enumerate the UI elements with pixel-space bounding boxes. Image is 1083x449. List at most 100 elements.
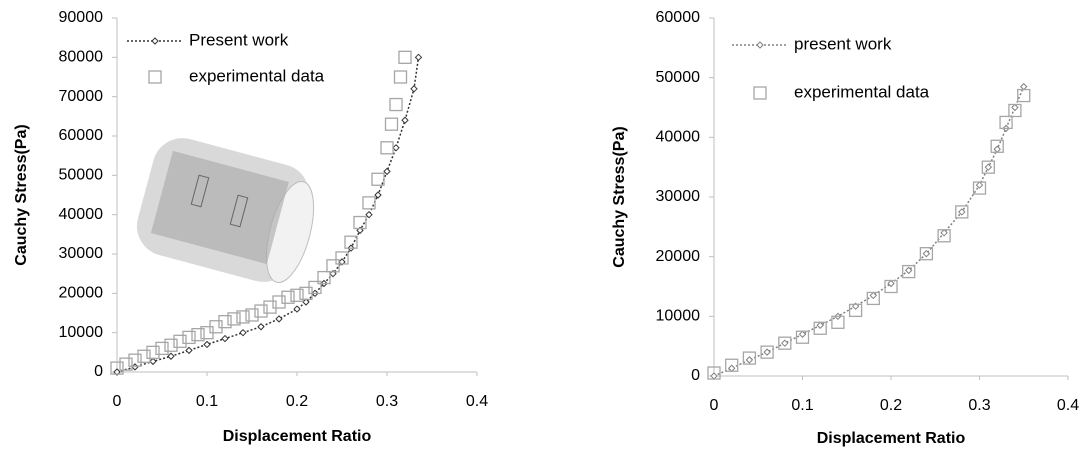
data-point	[725, 358, 739, 372]
data-point	[937, 229, 951, 243]
y-tick-label: 30000	[59, 245, 104, 262]
data-point	[227, 312, 241, 326]
line-marker	[338, 258, 346, 266]
data-point	[760, 345, 774, 359]
y-tick-label: 70000	[59, 88, 104, 105]
line-marker	[149, 357, 157, 366]
line-marker	[781, 339, 789, 347]
y-tick-label: 20000	[656, 248, 701, 265]
data-point	[191, 327, 205, 342]
legend-label: experimental data	[794, 82, 930, 101]
x-axis-label: Displacement Ratio	[817, 430, 966, 447]
data-point	[182, 330, 196, 345]
data-point	[281, 290, 295, 304]
line-marker	[392, 144, 400, 152]
data-point	[272, 295, 286, 309]
line-marker	[365, 210, 373, 219]
line-marker	[1011, 103, 1019, 112]
data-point	[848, 303, 863, 318]
data-point	[778, 336, 792, 350]
data-point	[119, 357, 133, 371]
line-marker	[131, 363, 139, 371]
data-point	[371, 172, 385, 186]
data-point	[146, 345, 160, 359]
x-axis-label: Displacement Ratio	[223, 428, 372, 445]
line-marker	[727, 364, 736, 372]
line-marker	[167, 352, 175, 360]
x-tick-label: 0	[710, 397, 719, 414]
cylinder-slot	[229, 194, 249, 228]
line-marker	[940, 229, 948, 237]
data-point	[795, 330, 810, 344]
x-tick-label: 0.4	[1057, 397, 1079, 414]
line-marker	[414, 53, 423, 62]
line-marker	[410, 85, 418, 93]
data-point	[981, 160, 995, 174]
line-marker	[293, 305, 301, 313]
data-point	[245, 308, 259, 322]
line-marker	[275, 315, 283, 323]
cylinder-slot	[190, 174, 210, 208]
data-point	[902, 264, 916, 279]
data-point	[128, 353, 142, 367]
legend-swatch	[753, 86, 767, 100]
x-tick-label: 0	[113, 393, 122, 410]
x-tick-label: 0.4	[466, 393, 488, 410]
data-point	[955, 205, 969, 219]
y-tick-label: 90000	[59, 9, 104, 26]
y-tick-label: 30000	[656, 188, 701, 205]
data-point	[137, 349, 151, 363]
line-marker	[203, 340, 211, 349]
data-point	[813, 321, 827, 335]
line-marker	[257, 323, 265, 331]
y-tick-label: 40000	[656, 129, 701, 146]
line-marker	[798, 330, 807, 338]
data-point	[990, 139, 1004, 153]
data-point	[317, 270, 331, 285]
x-tick-label: 0.3	[376, 393, 398, 410]
data-point	[110, 361, 124, 375]
data-point	[742, 351, 757, 365]
data-point	[326, 259, 340, 273]
line-marker	[922, 249, 931, 258]
data-point	[999, 115, 1013, 130]
data-point	[209, 320, 223, 334]
data-point	[290, 288, 304, 302]
data-point	[384, 117, 399, 131]
x-tick-label: 0.3	[968, 397, 990, 414]
line-marker	[374, 191, 382, 199]
data-point	[884, 279, 898, 294]
legend-label: experimental data	[189, 66, 325, 85]
y-tick-label: 50000	[656, 69, 701, 86]
x-tick-label: 0.2	[880, 397, 902, 414]
data-point	[353, 215, 367, 230]
y-axis-label: Cauchy Stress(Pa)	[611, 126, 628, 267]
legend-label: present work	[794, 34, 892, 53]
line-marker	[904, 266, 913, 275]
y-tick-label: 60000	[656, 9, 701, 26]
x-tick-label: 0.1	[791, 397, 813, 414]
data-point	[398, 50, 412, 64]
data-point	[831, 315, 845, 329]
data-point	[380, 141, 394, 155]
data-point	[254, 304, 268, 318]
line-marker	[958, 208, 966, 216]
line-marker	[763, 348, 771, 356]
legend-swatch	[148, 70, 162, 84]
line-marker	[1020, 82, 1028, 91]
x-tick-label: 0.2	[286, 393, 308, 410]
line-marker	[302, 298, 310, 306]
data-point	[362, 196, 376, 210]
y-tick-label: 0	[691, 367, 700, 384]
data-point	[866, 291, 880, 306]
data-point	[173, 334, 187, 348]
data-point	[164, 338, 178, 352]
line-marker	[185, 346, 193, 355]
line-marker	[221, 334, 229, 343]
data-point	[393, 70, 408, 84]
data-point	[707, 366, 721, 380]
line-marker	[993, 145, 1001, 153]
line-marker	[887, 279, 895, 288]
y-tick-label: 60000	[59, 127, 104, 144]
data-point	[236, 310, 250, 324]
